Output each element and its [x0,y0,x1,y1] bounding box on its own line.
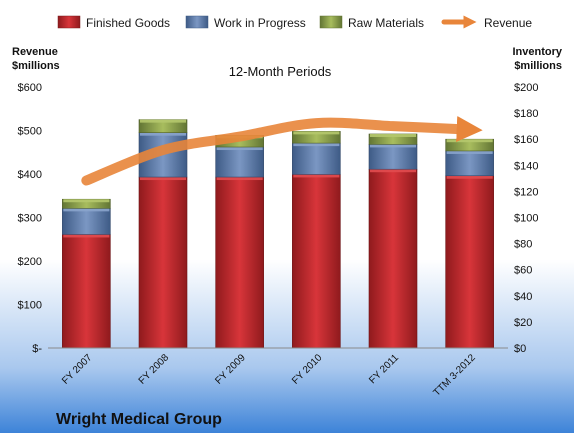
bar-finished-goods [292,174,341,349]
right-tick-label: $20 [514,317,532,329]
right-tick-label: $40 [514,291,532,303]
bar-work-in-progress [292,142,341,175]
right-tick-label: $140 [514,160,538,172]
revenue-line-layer [81,116,483,186]
right-tick-label: $200 [514,82,538,94]
chart-subtitle: 12-Month Periods [229,64,332,79]
left-tick-label: $400 [18,169,42,181]
right-axis-label-line2: $millions [514,60,562,72]
bar-finished-goods-highlight [216,177,263,181]
bar-raw-materials-highlight [293,131,340,135]
legend-label-raw-materials: Raw Materials [348,16,424,30]
bar-work-in-progress [215,146,264,178]
legend-label-finished-goods: Finished Goods [86,16,170,30]
bar-work-in-progress-highlight [293,143,340,147]
right-tick-label: $60 [514,265,532,277]
left-axis-ticks: $- $100 $200 $300 $400 $500 $600 [18,82,43,355]
left-axis-label-line1: Revenue [12,46,58,58]
left-tick-label: $- [32,343,42,355]
legend-label-revenue: Revenue [484,16,532,30]
bar-work-in-progress [62,208,111,235]
legend-item-work-in-progress: Work in Progress [185,15,306,30]
legend-swatch-raw-materials [319,15,343,29]
bar-work-in-progress-highlight [140,132,186,136]
left-axis-label-line2: $millions [12,60,60,72]
bar-work-in-progress [445,150,494,177]
bar-finished-goods-highlight [370,169,416,173]
bar-finished-goods [215,176,264,349]
right-axis-label-line1: Inventory [512,46,562,58]
bar-finished-goods [62,234,111,349]
bar-work-in-progress-highlight [63,208,110,212]
bar-work-in-progress-highlight [446,150,493,154]
bar-finished-goods-highlight [63,234,110,238]
bar-raw-materials-highlight [140,119,186,123]
legend-item-revenue: Revenue [441,15,532,30]
bar-raw-materials-highlight [63,199,110,203]
company-name: Wright Medical Group [56,411,222,428]
revenue-line [81,116,483,186]
left-tick-label: $100 [18,300,42,312]
right-tick-label: $100 [514,213,538,225]
bar-finished-goods-highlight [140,177,186,181]
bar-finished-goods [445,175,494,349]
bar-work-in-progress-highlight [370,144,416,148]
right-tick-label: $180 [514,108,538,120]
legend-swatch-work-in-progress [185,15,209,29]
right-tick-label: $120 [514,186,538,198]
bar-finished-goods [138,176,188,349]
bar-raw-materials-highlight [446,139,493,143]
bar-work-in-progress [368,144,418,170]
legend-item-raw-materials: Raw Materials [319,15,424,30]
legend-label-work-in-progress: Work in Progress [214,16,306,30]
legend-swatch-finished-goods [57,15,81,29]
left-tick-label: $200 [18,256,42,268]
left-tick-label: $600 [18,82,42,94]
right-axis-ticks: $0 $20 $40 $60 $80 $100 $120 $140 $160 $180 $200 [514,82,538,355]
right-tick-label: $160 [514,134,538,146]
right-tick-label: $80 [514,239,532,251]
bar-work-in-progress-highlight [216,147,263,151]
legend-item-finished-goods: Finished Goods [57,15,170,30]
legend: Finished Goods Work in Progress Raw Mate… [57,15,532,30]
bar-finished-goods-highlight [446,175,493,179]
bar-raw-materials-highlight [370,133,416,137]
bar-finished-goods [368,168,418,349]
bar-finished-goods-highlight [293,174,340,178]
left-tick-label: $500 [18,126,42,138]
right-tick-label: $0 [514,343,526,355]
left-tick-label: $300 [18,213,42,225]
